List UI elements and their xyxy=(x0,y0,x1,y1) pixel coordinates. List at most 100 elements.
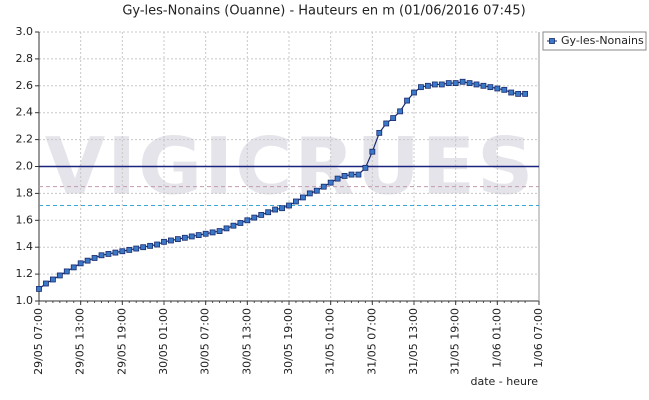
data-point xyxy=(494,85,501,92)
data-point xyxy=(265,209,272,216)
data-point xyxy=(91,255,98,261)
data-point xyxy=(161,238,167,245)
data-point xyxy=(522,90,529,97)
data-point xyxy=(244,217,251,224)
data-point xyxy=(126,246,133,253)
x-tick-label: 30/05 07:00 xyxy=(199,308,212,375)
data-point xyxy=(154,241,160,248)
data-point xyxy=(181,234,188,241)
data-point xyxy=(473,81,480,88)
data-point xyxy=(133,245,140,252)
data-point xyxy=(112,249,119,256)
data-point xyxy=(376,129,383,136)
data-point xyxy=(404,97,410,104)
data-point xyxy=(216,228,223,234)
data-point xyxy=(438,81,445,88)
data-point xyxy=(313,187,320,194)
data-point xyxy=(70,264,77,271)
data-point xyxy=(369,148,376,155)
data-point xyxy=(397,108,404,115)
chart-title: Gy-les-Nonains (Ouanne) - Hauteurs en m … xyxy=(122,4,525,19)
legend-label: Gy-les-Nonains xyxy=(561,34,644,47)
data-point xyxy=(431,81,438,88)
data-point xyxy=(36,285,42,292)
y-tick-label: 1.8 xyxy=(16,186,34,199)
y-tick-label: 3.0 xyxy=(16,25,34,38)
data-point xyxy=(411,89,417,96)
data-point xyxy=(251,214,258,221)
data-point xyxy=(355,171,362,178)
data-point xyxy=(168,237,174,244)
data-point xyxy=(119,248,126,255)
data-point xyxy=(299,194,306,201)
data-point xyxy=(445,80,452,87)
x-tick-label: 29/05 13:00 xyxy=(74,308,87,375)
data-point xyxy=(306,190,313,197)
data-point xyxy=(63,268,70,275)
data-point xyxy=(459,78,466,85)
data-point xyxy=(452,80,459,87)
data-point xyxy=(515,90,522,97)
data-point xyxy=(49,276,56,283)
data-point xyxy=(98,252,105,259)
data-point xyxy=(293,198,299,205)
data-point xyxy=(272,206,279,213)
data-point xyxy=(418,84,424,91)
watermark: VIGICRUES xyxy=(45,122,536,212)
data-point xyxy=(43,280,49,287)
data-point xyxy=(105,251,112,257)
x-tick-label: 30/05 01:00 xyxy=(157,308,170,375)
data-point xyxy=(237,220,244,226)
x-tick-label: 29/05 07:00 xyxy=(32,308,45,375)
y-tick-label: 2.6 xyxy=(16,79,34,92)
x-tick-label: 31/05 07:00 xyxy=(365,308,378,375)
legend-box xyxy=(542,31,647,51)
data-point xyxy=(174,236,181,243)
data-point xyxy=(77,260,84,267)
data-point xyxy=(84,257,91,264)
y-tick-label: 1.6 xyxy=(16,213,34,226)
y-tick-label: 2.4 xyxy=(16,106,34,119)
data-point xyxy=(202,230,209,237)
data-point xyxy=(487,84,494,91)
data-point xyxy=(286,202,292,209)
x-tick-label: 1/06 07:00 xyxy=(532,308,545,368)
data-point xyxy=(56,272,63,279)
legend-marker xyxy=(549,38,555,44)
y-tick-label: 1.4 xyxy=(16,240,34,253)
data-point xyxy=(147,242,154,249)
x-tick-label: 31/05 01:00 xyxy=(324,308,337,375)
data-point xyxy=(508,89,515,96)
data-point xyxy=(223,225,230,232)
y-tick-label: 2.0 xyxy=(16,160,34,173)
data-point xyxy=(348,171,355,178)
x-tick-label: 31/05 13:00 xyxy=(407,308,420,375)
x-tick-label: 30/05 19:00 xyxy=(282,308,295,375)
data-point xyxy=(140,244,147,251)
x-tick-label: 31/05 19:00 xyxy=(449,308,462,375)
data-point xyxy=(362,164,369,171)
data-point xyxy=(188,233,195,240)
data-point xyxy=(279,205,285,212)
legend: Gy-les-Nonains xyxy=(542,31,647,51)
x-tick-label: 29/05 19:00 xyxy=(115,308,128,375)
data-point xyxy=(501,86,508,93)
data-point xyxy=(195,232,202,238)
x-tick-label: 30/05 13:00 xyxy=(240,308,253,375)
data-point xyxy=(209,229,216,236)
y-tick-label: 2.8 xyxy=(16,52,34,65)
data-point xyxy=(466,80,473,87)
x-tick-label: 1/06 01:00 xyxy=(490,308,503,368)
y-tick-label: 2.2 xyxy=(16,133,34,146)
data-point xyxy=(424,82,431,89)
data-point xyxy=(390,115,397,121)
data-point xyxy=(334,175,341,182)
data-point xyxy=(327,179,334,186)
y-tick-label: 1.0 xyxy=(16,294,34,307)
data-point xyxy=(258,212,265,218)
data-point xyxy=(480,82,487,89)
data-point xyxy=(383,120,390,127)
data-point xyxy=(341,173,348,179)
y-tick-label: 1.2 xyxy=(16,267,34,280)
